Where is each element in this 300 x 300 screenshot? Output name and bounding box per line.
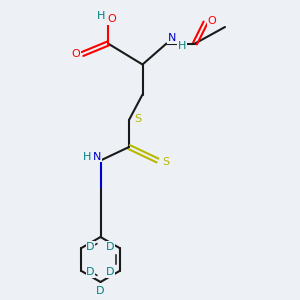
Text: O: O	[207, 16, 216, 26]
Text: S: S	[134, 113, 142, 124]
Text: D: D	[106, 242, 115, 252]
Text: D: D	[96, 286, 105, 296]
Text: D: D	[106, 267, 115, 277]
Text: S: S	[162, 157, 169, 167]
Text: O: O	[107, 14, 116, 25]
Text: O: O	[71, 49, 80, 59]
Text: D: D	[86, 242, 95, 252]
Text: D: D	[86, 267, 95, 277]
Text: N: N	[93, 152, 101, 162]
Text: H: H	[178, 41, 186, 51]
Text: H: H	[97, 11, 106, 21]
Text: N: N	[168, 33, 176, 43]
Text: H: H	[83, 152, 91, 162]
